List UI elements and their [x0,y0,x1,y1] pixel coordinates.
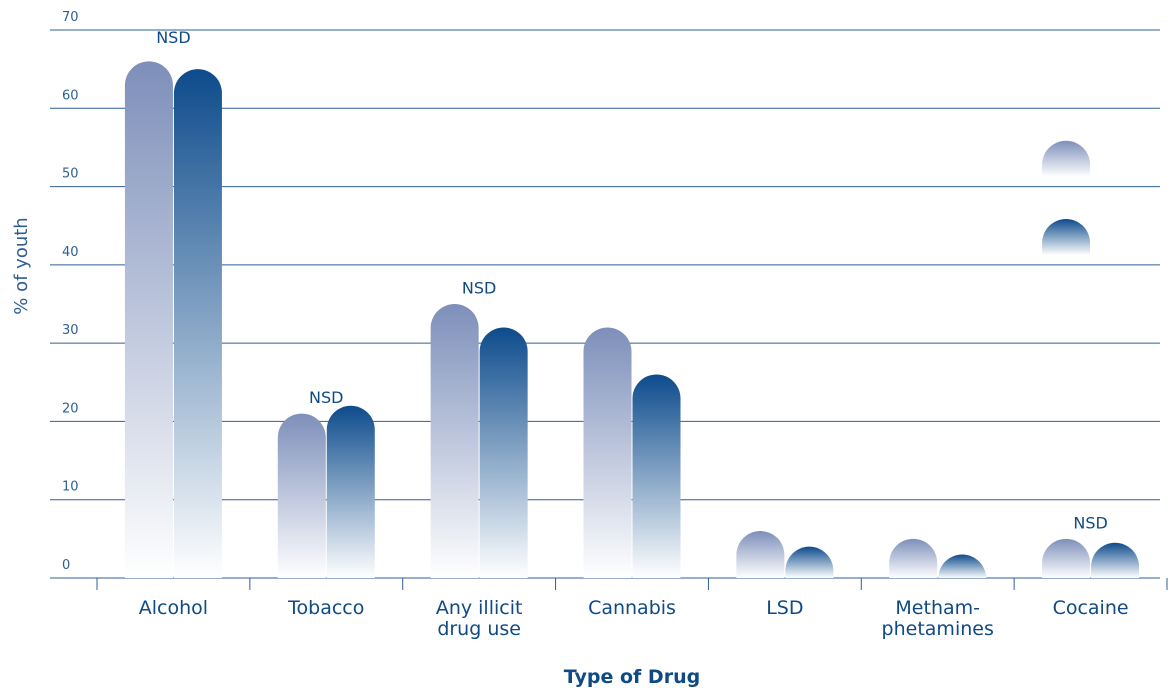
y-axis-title: % of youth [11,217,32,314]
bar-series-1 [583,327,632,578]
bar-series-1 [889,538,938,578]
y-axis-tick-labels: 0 10 20 30 40 50 60 70 [62,10,79,573]
bar-series-2 [785,546,834,578]
x-tick-label: LSD [766,597,803,619]
bar-series-2 [326,405,375,578]
bar-series-1 [277,413,326,578]
x-tick-label: Tobacco [287,597,364,619]
nsd-annotation: NSD [462,279,496,298]
bar-series-1 [736,531,785,578]
bar-series-1 [124,61,173,579]
y-tick-label: 60 [62,88,79,103]
y-tick-label: 10 [62,480,79,495]
bar-series-2 [1091,542,1140,578]
y-tick-label: 20 [62,401,79,416]
x-tick-label: Metham- [895,597,980,619]
bar-series-2 [479,327,528,578]
bar-series-1 [1042,538,1091,578]
annotations: NSD NSD NSD NSD [156,28,1108,532]
y-tick-label: 70 [62,10,79,25]
x-tick-label: Any illicit [436,597,523,619]
bar-series-1 [430,304,479,578]
nsd-annotation: NSD [156,28,190,47]
floating-marker [1042,140,1091,177]
floating-marker [1042,219,1091,256]
nsd-annotation: NSD [1073,513,1107,532]
bars [124,61,1140,579]
y-tick-label: 30 [62,323,79,338]
y-tick-label: 0 [62,558,70,573]
bar-series-2 [938,554,987,579]
x-tick-label: Cannabis [588,597,676,619]
x-tick-label: phetamines [882,618,994,640]
x-tick-label: drug use [437,618,521,640]
x-tick-label: Alcohol [139,597,208,619]
bar-series-2 [173,69,222,579]
bar-series-2 [632,374,681,578]
nsd-annotation: NSD [309,388,343,407]
y-tick-label: 50 [62,167,79,182]
y-tick-label: 40 [62,245,79,260]
x-tick-label: Cocaine [1053,597,1129,619]
x-axis-title: Type of Drug [564,666,700,688]
